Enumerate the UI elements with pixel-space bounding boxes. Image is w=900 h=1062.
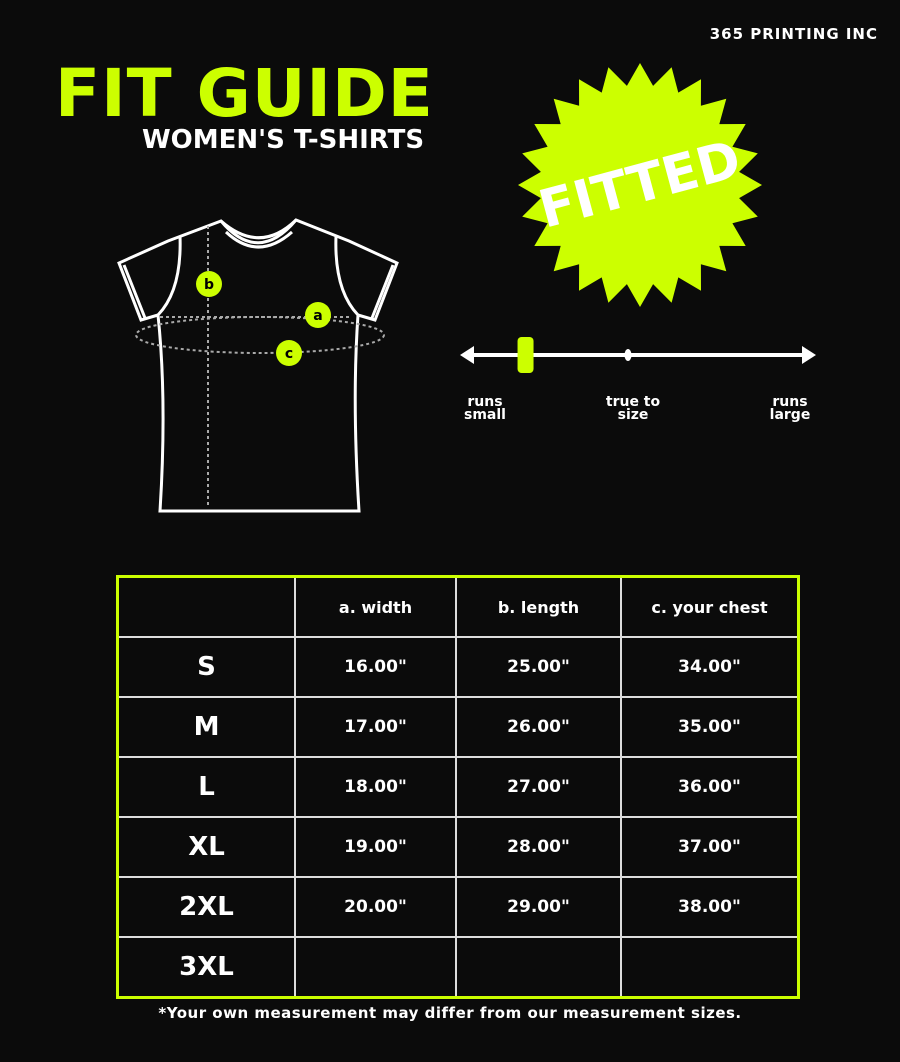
value-cell: 16.00" — [294, 636, 457, 698]
page-title: FIT GUIDE — [55, 55, 434, 132]
value-cell — [455, 936, 622, 999]
value-cell — [620, 936, 800, 999]
table-row: L 18.00" 27.00" 36.00" — [116, 756, 800, 818]
runs-large-label: runs large — [769, 394, 811, 423]
value-cell: 17.00" — [294, 696, 457, 758]
value-cell: 20.00" — [294, 876, 457, 938]
fit-marker — [517, 337, 534, 373]
size-cell: 2XL — [116, 876, 296, 938]
marker-c: c — [285, 346, 293, 362]
size-cell: L — [116, 756, 296, 818]
value-cell: 26.00" — [455, 696, 622, 758]
header-cell — [116, 575, 296, 638]
size-cell: XL — [116, 816, 296, 878]
value-cell: 25.00" — [455, 636, 622, 698]
runs-small-label: runs small — [464, 394, 506, 423]
marker-b: b — [204, 277, 214, 293]
value-cell: 37.00" — [620, 816, 800, 878]
marker-a: a — [313, 308, 322, 324]
value-cell: 18.00" — [294, 756, 457, 818]
measurement-markers: a b c — [196, 271, 331, 366]
table-row: S 16.00" 25.00" 34.00" — [116, 636, 800, 698]
size-cell: S — [116, 636, 296, 698]
value-cell: 19.00" — [294, 816, 457, 878]
starburst-badge — [518, 63, 762, 307]
table-row: 2XL 20.00" 29.00" 38.00" — [116, 876, 800, 938]
value-cell: 28.00" — [455, 816, 622, 878]
table-header: a. width b. length c. your chest — [116, 575, 800, 638]
value-cell: 38.00" — [620, 876, 800, 938]
size-cell: 3XL — [116, 936, 296, 999]
value-cell: 36.00" — [620, 756, 800, 818]
value-cell: 34.00" — [620, 636, 800, 698]
header-cell: c. your chest — [620, 575, 800, 638]
value-cell: 27.00" — [455, 756, 622, 818]
header-cell: a. width — [294, 575, 457, 638]
table-row: XL 19.00" 28.00" 37.00" — [116, 816, 800, 878]
value-cell — [294, 936, 457, 999]
size-table: a. width b. length c. your chest S 16.00"… — [116, 575, 800, 999]
table-row: M 17.00" 26.00" 35.00" — [116, 696, 800, 758]
header-cell: b. length — [455, 575, 622, 638]
subtitle: WOMEN'S T-SHIRTS — [142, 125, 425, 155]
tshirt-diagram-icon — [117, 218, 399, 513]
disclaimer: *Your own measurement may differ from ou… — [158, 1004, 742, 1022]
fit-scale — [460, 337, 816, 373]
brand: 365 PRINTING INC — [709, 25, 878, 43]
value-cell: 29.00" — [455, 876, 622, 938]
graphics: a b c — [117, 63, 816, 513]
table-row: 3XL — [116, 936, 800, 999]
size-cell: M — [116, 696, 296, 758]
true-to-size-label: true to size — [605, 394, 661, 423]
value-cell: 35.00" — [620, 696, 800, 758]
